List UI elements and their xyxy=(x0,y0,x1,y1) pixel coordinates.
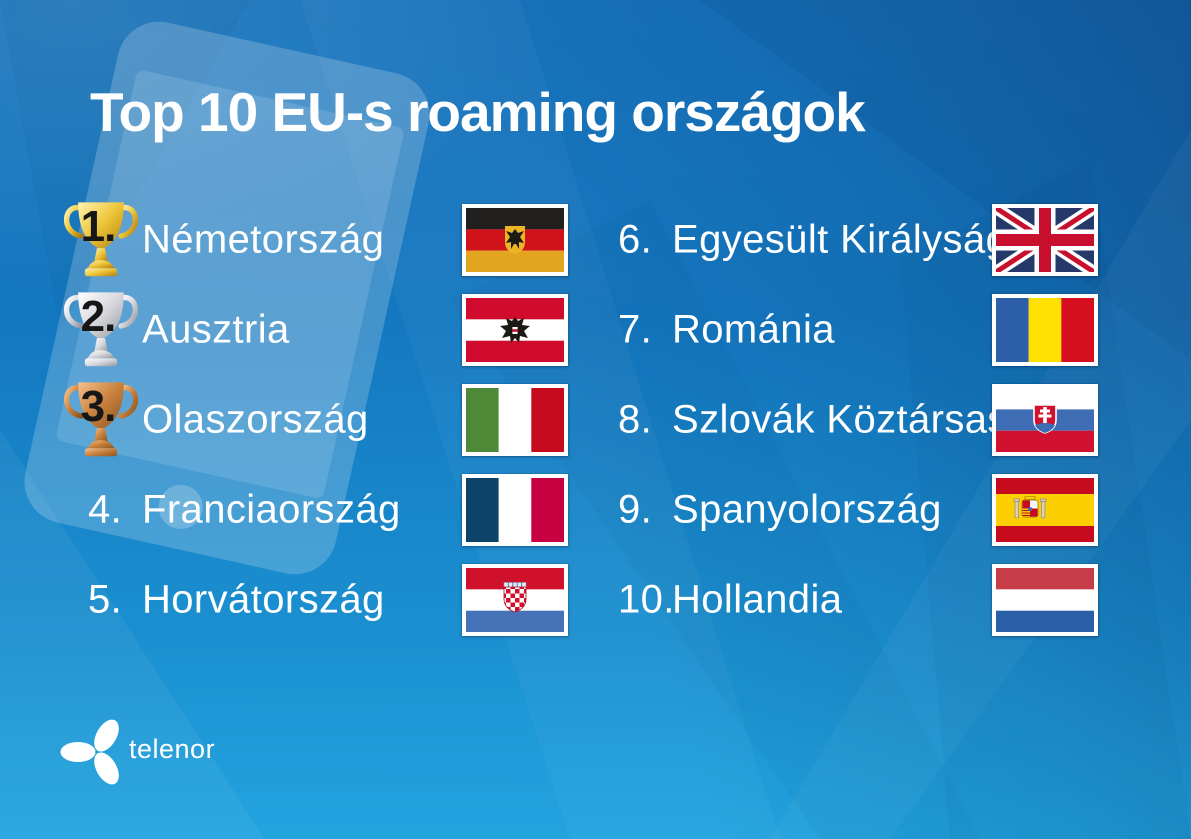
telenor-wordmark: telenor xyxy=(129,734,216,764)
rank-number: 3. xyxy=(80,382,117,431)
rank-number: 5. xyxy=(88,577,123,622)
rank-number: 7. xyxy=(618,307,653,352)
flag-netherlands-icon xyxy=(992,564,1098,636)
country-name: Románia xyxy=(672,307,835,352)
telenor-logo: telenor xyxy=(55,706,295,794)
flag-spain-icon xyxy=(992,474,1098,546)
trophy-silver-icon: 2. xyxy=(58,286,144,374)
country-name: Egyesült Királyság xyxy=(672,217,1009,262)
rank-number: 6. xyxy=(618,217,653,262)
page-title: Top 10 EU-s roaming országok xyxy=(90,81,866,143)
list-item-9: 9. Spanyolország xyxy=(0,468,1191,552)
list-item-3: 3. Olaszország xyxy=(0,378,1191,462)
flag-united-kingdom-icon xyxy=(992,204,1098,276)
flag-france-icon xyxy=(462,474,568,546)
flag-croatia-icon xyxy=(462,564,568,636)
list-item-4: 4. Franciaország xyxy=(0,468,1191,552)
country-name: Horvátország xyxy=(142,577,385,622)
list-item-7: 7. Románia xyxy=(0,288,1191,372)
country-name: Hollandia xyxy=(672,577,843,622)
country-name: Szlovák Köztársaság xyxy=(672,397,1054,442)
country-name: Ausztria xyxy=(142,307,290,352)
telenor-pinwheel-icon xyxy=(60,719,119,785)
flag-italy-icon xyxy=(462,384,568,456)
flag-slovakia-icon xyxy=(992,384,1098,456)
trophy-bronze-icon: 3. xyxy=(58,376,144,464)
rank-number: 1. xyxy=(80,202,117,251)
country-name: Franciaország xyxy=(142,487,401,532)
country-name: Németország xyxy=(142,217,385,262)
list-item-2: 2. Ausztria xyxy=(0,288,1191,372)
list-item-10: 10. Hollandia xyxy=(0,558,1191,642)
rank-number: 10. xyxy=(618,577,675,622)
flag-austria-icon xyxy=(462,294,568,366)
list-item-8: 8. Szlovák Köztársaság xyxy=(0,378,1191,462)
trophy-gold-icon: 1. xyxy=(58,196,144,284)
flag-germany-icon xyxy=(462,204,568,276)
rank-number: 2. xyxy=(80,292,117,341)
flag-romania-icon xyxy=(992,294,1098,366)
list-item-5: 5. Horvátország xyxy=(0,558,1191,642)
rank-number: 4. xyxy=(88,487,123,532)
list-item-6: 6. Egyesült Királyság xyxy=(0,198,1191,282)
country-name: Spanyolország xyxy=(672,487,942,532)
rank-number: 9. xyxy=(618,487,653,532)
rank-number: 8. xyxy=(618,397,653,442)
country-name: Olaszország xyxy=(142,397,369,442)
list-item-1: 1. Németország xyxy=(0,198,1191,282)
